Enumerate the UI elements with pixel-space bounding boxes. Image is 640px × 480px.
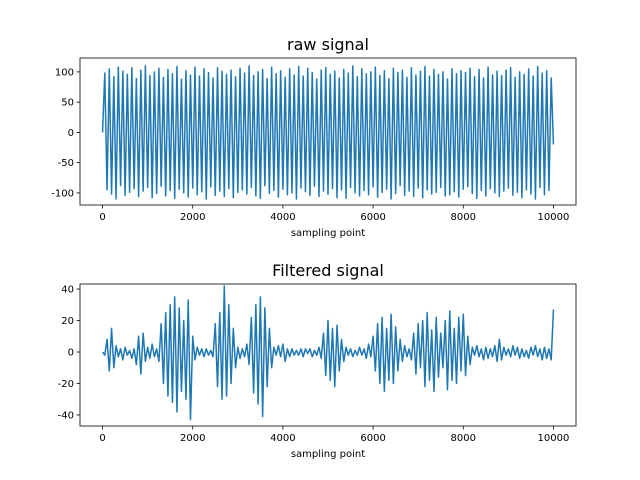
x-tick-label: 10000: [538, 433, 570, 444]
y-tick-label: -40: [58, 410, 74, 421]
axes-frame: [79, 283, 577, 427]
x-axis-label: sampling point: [291, 228, 365, 239]
y-tick-label: 50: [61, 98, 74, 109]
y-tick-label: 0: [68, 128, 74, 139]
signal-line: [101, 285, 555, 421]
x-tick-label: 2000: [180, 212, 205, 223]
subplot-title: raw signal: [287, 35, 369, 54]
y-tick-label: 100: [55, 67, 74, 78]
y-tick-label: 20: [61, 316, 74, 327]
x-tick-label: 6000: [360, 433, 385, 444]
y-tick-label: -20: [58, 379, 74, 390]
signal-line: [101, 65, 555, 200]
axes-frame: [79, 57, 577, 206]
x-tick-label: 0: [99, 212, 105, 223]
x-tick-label: 4000: [270, 433, 295, 444]
x-tick-label: 10000: [538, 212, 570, 223]
y-tick-label: 40: [61, 285, 74, 296]
x-tick-label: 4000: [270, 212, 295, 223]
x-axis-label: sampling point: [291, 449, 365, 460]
x-tick-label: 8000: [451, 433, 476, 444]
x-tick-label: 6000: [360, 212, 385, 223]
subplot-title: Filtered signal: [272, 261, 384, 280]
x-tick-label: 0: [99, 433, 105, 444]
x-tick-label: 2000: [180, 433, 205, 444]
y-tick-label: -100: [51, 188, 74, 199]
y-tick-label: 0: [68, 348, 74, 359]
x-tick-label: 8000: [451, 212, 476, 223]
y-tick-label: -50: [58, 158, 74, 169]
